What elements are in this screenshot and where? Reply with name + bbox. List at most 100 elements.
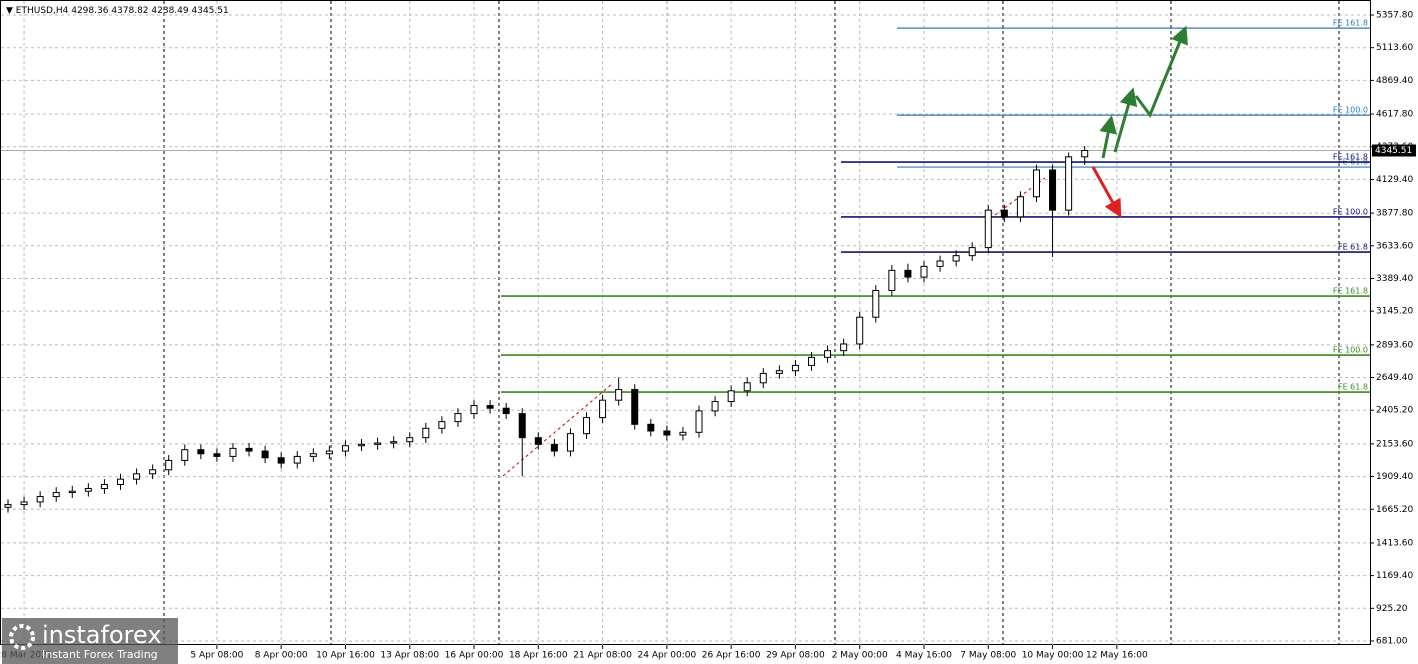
candle-body: [181, 449, 189, 461]
candle-body: [791, 364, 799, 372]
candle-body: [133, 473, 141, 480]
candle-body: [968, 247, 976, 257]
grid: [1, 1, 1370, 645]
candle-body: [358, 443, 366, 447]
candle-body: [277, 457, 285, 464]
candle-body: [775, 370, 783, 374]
forecast-arrow: [1099, 115, 1118, 159]
y-tick-label: 3145.20: [1376, 307, 1413, 317]
high-value: 4378.82: [111, 6, 148, 16]
y-tick-label: 5113.60: [1376, 43, 1413, 53]
candle-body: [518, 413, 526, 439]
y-tick-label: 5357.80: [1376, 11, 1413, 21]
candle-body: [293, 455, 301, 464]
candle-body: [390, 441, 398, 444]
candle-body: [100, 484, 108, 490]
candle-body: [486, 405, 494, 409]
fib-label: FE 161.8: [1333, 153, 1368, 162]
current-price-label: 4345.51: [1375, 146, 1412, 156]
y-tick-label: 1909.40: [1376, 472, 1413, 482]
x-tick-label: 13 Apr 08:00: [380, 651, 439, 661]
x-tick-label: 24 Apr 00:00: [638, 651, 697, 661]
y-tick-label: 2649.40: [1376, 373, 1413, 383]
forecast-arrow: [1091, 166, 1122, 218]
candle-body: [165, 459, 173, 471]
y-tick-label: 4129.40: [1376, 175, 1413, 185]
header: ▼ ETHUSD,H4 4298.36 4378.82 4238.49 4345…: [6, 6, 229, 16]
candle-body: [631, 388, 639, 425]
candle-body: [663, 430, 671, 436]
y-tick-label: 4869.40: [1376, 76, 1413, 86]
x-tick-label: 7 May 08:00: [960, 651, 1016, 661]
fib-label: FE 161.8: [1333, 287, 1368, 296]
candle-body: [470, 405, 478, 415]
candle-body: [229, 447, 237, 457]
candle-body: [856, 316, 864, 345]
candle-body: [727, 390, 735, 403]
x-tick-label: 16 Apr 00:00: [445, 651, 504, 661]
candle-body: [149, 469, 157, 475]
fibonacci-levels: FE 161.8 FE 100.0 FE 61.8 FE 161.8 FE 100.0 F…: [501, 19, 1370, 393]
candle-body: [984, 209, 992, 249]
y-tick-label: 2405.20: [1376, 406, 1413, 416]
candle-body: [550, 443, 558, 452]
candle-body: [309, 453, 317, 457]
candle-body: [325, 450, 333, 455]
watermark-box: [2, 618, 178, 664]
header-marker: ▼: [6, 6, 16, 16]
candle-body: [1065, 156, 1073, 211]
candle-body: [68, 490, 76, 494]
y-tick-label: 681.00: [1376, 636, 1408, 646]
y-tick-label: 1169.40: [1376, 571, 1413, 581]
y-tick-label: 2153.60: [1376, 439, 1413, 449]
candle-body: [1016, 196, 1024, 218]
current-price-tag: [1372, 144, 1416, 157]
candle-body: [695, 410, 703, 433]
candle-body: [743, 382, 751, 392]
candle-body: [406, 437, 414, 443]
fib-label: FE 100.0: [1333, 106, 1368, 115]
candle-body: [20, 501, 28, 506]
x-tick-label: 12 May 16:00: [1086, 651, 1148, 661]
candle-body: [840, 343, 848, 352]
watermark-tagline: Instant Forex Trading: [42, 648, 158, 661]
candle-body: [534, 437, 542, 445]
fib-label: FE 100.0: [1333, 207, 1368, 216]
candle-body: [711, 401, 719, 412]
candle-body: [888, 269, 896, 291]
y-tick-label: 3877.80: [1376, 209, 1413, 219]
candle-body: [679, 431, 687, 436]
candle-body: [599, 399, 607, 419]
fib-label: FE 61.8: [1338, 383, 1368, 392]
candle-body: [872, 289, 880, 318]
watermark: instaforex Instant Forex Trading: [2, 618, 178, 664]
x-tick-label: 21 Apr 08:00: [573, 651, 632, 661]
candle-body: [36, 496, 44, 503]
candle-body: [615, 388, 623, 401]
low-value: 4238.49: [151, 6, 188, 16]
y-tick-label: 3633.60: [1376, 241, 1413, 251]
watermark-name: instaforex: [42, 621, 162, 649]
symbol: ETHUSD,H4: [16, 6, 69, 16]
fib-label: FE 100.0: [1333, 346, 1368, 355]
candle-body: [824, 350, 832, 358]
candle-body: [213, 453, 221, 457]
forecast-arrow: [1113, 87, 1138, 153]
candle-body: [245, 447, 253, 452]
candle-body: [341, 445, 349, 452]
x-tick-label: 10 May 00:00: [1022, 651, 1084, 661]
x-tick-label: 5 Apr 08:00: [190, 651, 243, 661]
y-tick-label: 3389.40: [1376, 274, 1413, 284]
x-tick-label: 26 Apr 16:00: [702, 651, 761, 661]
candle-body: [566, 433, 574, 452]
candle-body: [116, 478, 124, 486]
candle-body: [759, 372, 767, 384]
candle-body: [1032, 169, 1040, 198]
candle-body: [52, 492, 60, 498]
x-tick-label: 2 May 00:00: [832, 651, 888, 661]
candle-body: [454, 413, 462, 423]
open-value: 4298.36: [71, 6, 108, 16]
candle-body: [583, 417, 591, 435]
